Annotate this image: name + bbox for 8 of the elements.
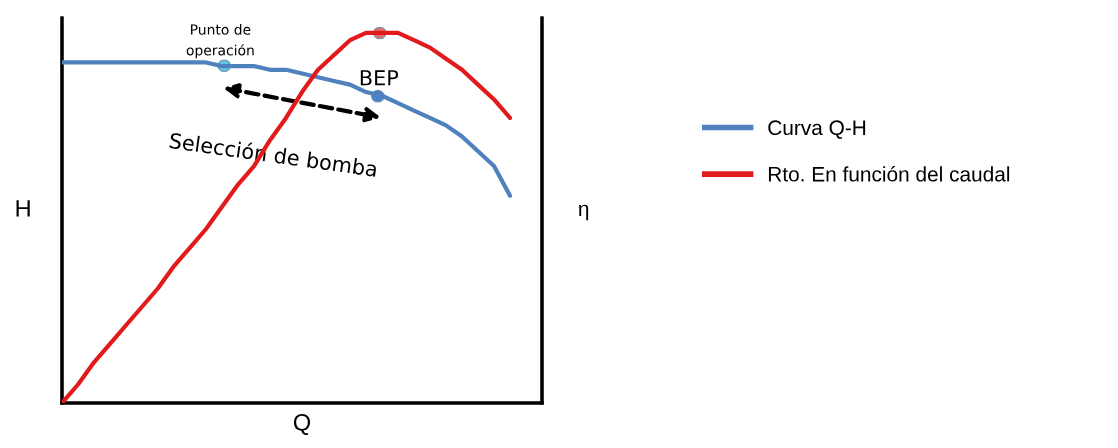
- annotation: Punto de operación: [186, 24, 254, 59]
- annotation: BEP: [360, 70, 399, 86]
- y-axis-title: H: [16, 200, 30, 217]
- legend-label: Rto. En función del caudal: [768, 166, 1010, 182]
- y2-axis-title: η: [578, 204, 589, 221]
- x-axis-title: Q: [293, 414, 311, 435]
- legend-label: Curva Q-H: [768, 120, 866, 139]
- annotation: Selección de bomba: [169, 131, 378, 177]
